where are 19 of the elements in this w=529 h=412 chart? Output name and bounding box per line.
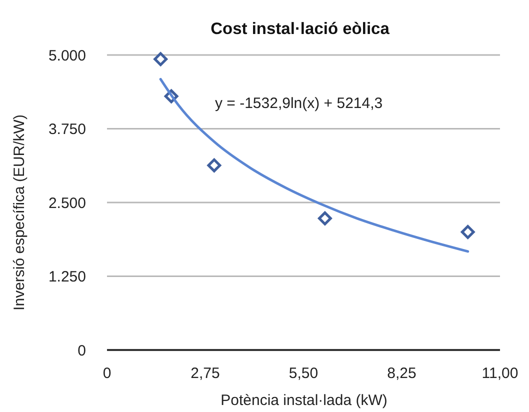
annotation: y = -1532,9ln(x) + 5214,3 bbox=[215, 95, 383, 112]
point bbox=[154, 52, 168, 66]
x-axis-title: Potència instal·lada (kW) bbox=[220, 392, 388, 409]
y-tick-label: 2.500 bbox=[48, 194, 86, 212]
x-tick-label: 11,00 bbox=[482, 365, 518, 382]
chart-title: Cost instal·lació eòlica bbox=[210, 20, 390, 38]
y-tick-label: 1.250 bbox=[48, 268, 86, 286]
point bbox=[460, 225, 475, 239]
x-tick-label: 2,75 bbox=[190, 365, 220, 382]
point bbox=[318, 211, 332, 226]
point bbox=[207, 158, 222, 172]
x-tick-label: 0 bbox=[102, 365, 112, 382]
line-series bbox=[159, 78, 470, 253]
y-tick-label: 5.000 bbox=[48, 47, 86, 64]
x-tick-label: 5,50 bbox=[288, 365, 318, 382]
y-axis-title: Inversió específica (EUR/kW) bbox=[11, 114, 28, 310]
y-tick-label: 3.750 bbox=[48, 121, 86, 138]
y-tick-label: 0 bbox=[78, 342, 86, 360]
x-tick-label: 8,25 bbox=[387, 365, 416, 382]
